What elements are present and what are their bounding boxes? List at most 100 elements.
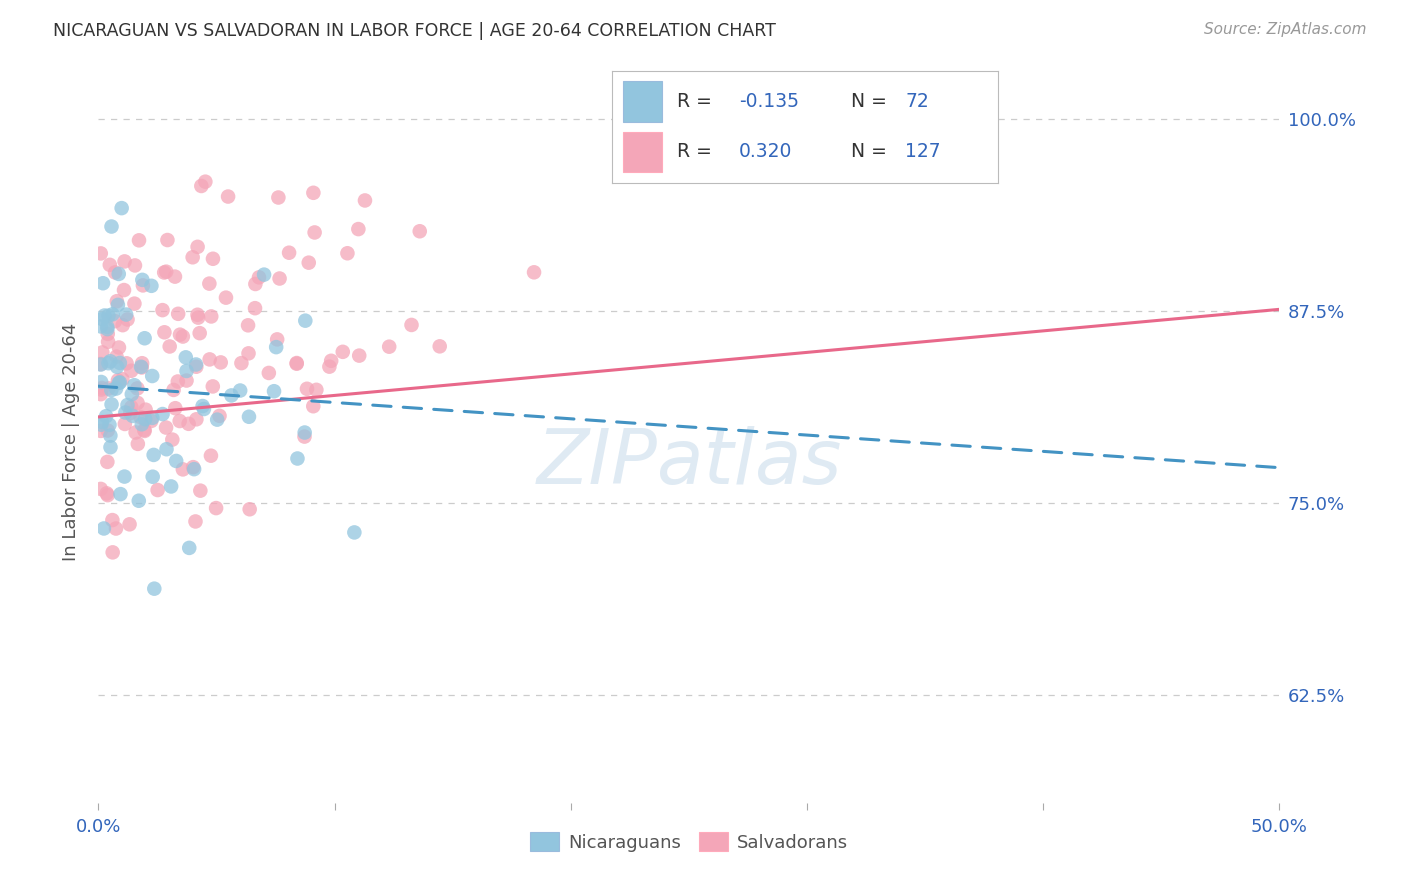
Point bbox=[120, 401, 142, 415]
Point bbox=[347, 349, 370, 363]
Point bbox=[100, 383, 122, 397]
Point bbox=[205, 412, 228, 426]
Point bbox=[141, 410, 163, 425]
Point bbox=[401, 318, 423, 332]
Point bbox=[176, 364, 198, 378]
Point bbox=[347, 222, 370, 236]
Point bbox=[172, 462, 194, 476]
Point bbox=[523, 265, 546, 279]
Point bbox=[100, 219, 122, 234]
Point bbox=[104, 314, 127, 328]
Point bbox=[198, 277, 221, 291]
Point bbox=[285, 357, 308, 371]
Point bbox=[134, 331, 156, 345]
Point bbox=[97, 488, 120, 502]
Point bbox=[141, 278, 163, 293]
Point bbox=[239, 502, 262, 516]
Point bbox=[134, 424, 156, 438]
Text: R =: R = bbox=[678, 142, 718, 161]
Point bbox=[160, 479, 183, 493]
Text: 0.320: 0.320 bbox=[740, 142, 793, 161]
Point bbox=[429, 339, 451, 353]
Point bbox=[142, 469, 165, 483]
Point bbox=[186, 412, 208, 426]
Point bbox=[115, 308, 138, 322]
Point bbox=[121, 387, 143, 401]
Point bbox=[90, 383, 112, 397]
Point bbox=[100, 428, 122, 442]
Point bbox=[111, 372, 134, 386]
Legend: Nicaraguans, Salvadorans: Nicaraguans, Salvadorans bbox=[523, 825, 855, 859]
Point bbox=[169, 414, 191, 428]
FancyBboxPatch shape bbox=[623, 132, 662, 171]
Point bbox=[243, 301, 266, 315]
Point bbox=[187, 240, 209, 254]
Point bbox=[111, 318, 134, 333]
Point bbox=[93, 521, 115, 535]
Point bbox=[118, 517, 141, 532]
Point bbox=[96, 455, 118, 469]
Point bbox=[93, 309, 115, 323]
Point bbox=[215, 291, 238, 305]
Point bbox=[96, 319, 118, 334]
Point bbox=[294, 429, 316, 443]
Point bbox=[238, 346, 260, 360]
Point bbox=[108, 376, 131, 390]
Point bbox=[98, 354, 121, 368]
Point bbox=[153, 326, 176, 340]
Point bbox=[104, 522, 127, 536]
Point bbox=[131, 360, 153, 375]
Point bbox=[153, 265, 176, 279]
Point bbox=[267, 190, 290, 204]
Text: 127: 127 bbox=[905, 142, 941, 161]
Point bbox=[177, 417, 200, 431]
Point bbox=[90, 358, 112, 372]
Point bbox=[101, 545, 124, 559]
Point bbox=[96, 486, 118, 500]
Point bbox=[108, 341, 131, 355]
FancyBboxPatch shape bbox=[623, 81, 662, 121]
Point bbox=[200, 310, 222, 324]
Point bbox=[253, 268, 276, 282]
Point bbox=[193, 402, 215, 417]
Point bbox=[91, 312, 114, 326]
Point bbox=[201, 379, 224, 393]
Point bbox=[163, 269, 186, 284]
Point bbox=[91, 277, 114, 291]
Point bbox=[294, 425, 316, 440]
Point bbox=[115, 356, 138, 370]
Point bbox=[101, 307, 124, 321]
Point bbox=[184, 358, 207, 372]
Point bbox=[231, 356, 253, 370]
Point bbox=[332, 344, 354, 359]
Point bbox=[156, 233, 179, 247]
Point bbox=[91, 415, 114, 429]
Point bbox=[104, 265, 127, 279]
Point bbox=[209, 355, 232, 369]
Point bbox=[97, 424, 120, 438]
Point bbox=[90, 424, 112, 438]
Point bbox=[263, 384, 285, 399]
Point bbox=[409, 224, 432, 238]
Point bbox=[108, 356, 131, 370]
Point bbox=[114, 406, 136, 420]
Text: ZIPatlas: ZIPatlas bbox=[536, 426, 842, 500]
Point bbox=[146, 483, 169, 497]
Point bbox=[107, 267, 129, 281]
Point bbox=[131, 417, 153, 432]
Point bbox=[101, 513, 124, 527]
Point bbox=[257, 366, 280, 380]
Point bbox=[128, 233, 150, 247]
Point bbox=[302, 399, 325, 413]
Point bbox=[200, 449, 222, 463]
Point bbox=[96, 322, 118, 336]
Point bbox=[124, 425, 146, 440]
Point bbox=[298, 255, 321, 269]
Point bbox=[110, 487, 132, 501]
Point bbox=[120, 364, 142, 378]
Point bbox=[120, 406, 142, 420]
Point bbox=[135, 402, 157, 417]
Y-axis label: In Labor Force | Age 20-64: In Labor Force | Age 20-64 bbox=[62, 322, 80, 561]
Point bbox=[143, 582, 166, 596]
Point bbox=[127, 396, 149, 410]
